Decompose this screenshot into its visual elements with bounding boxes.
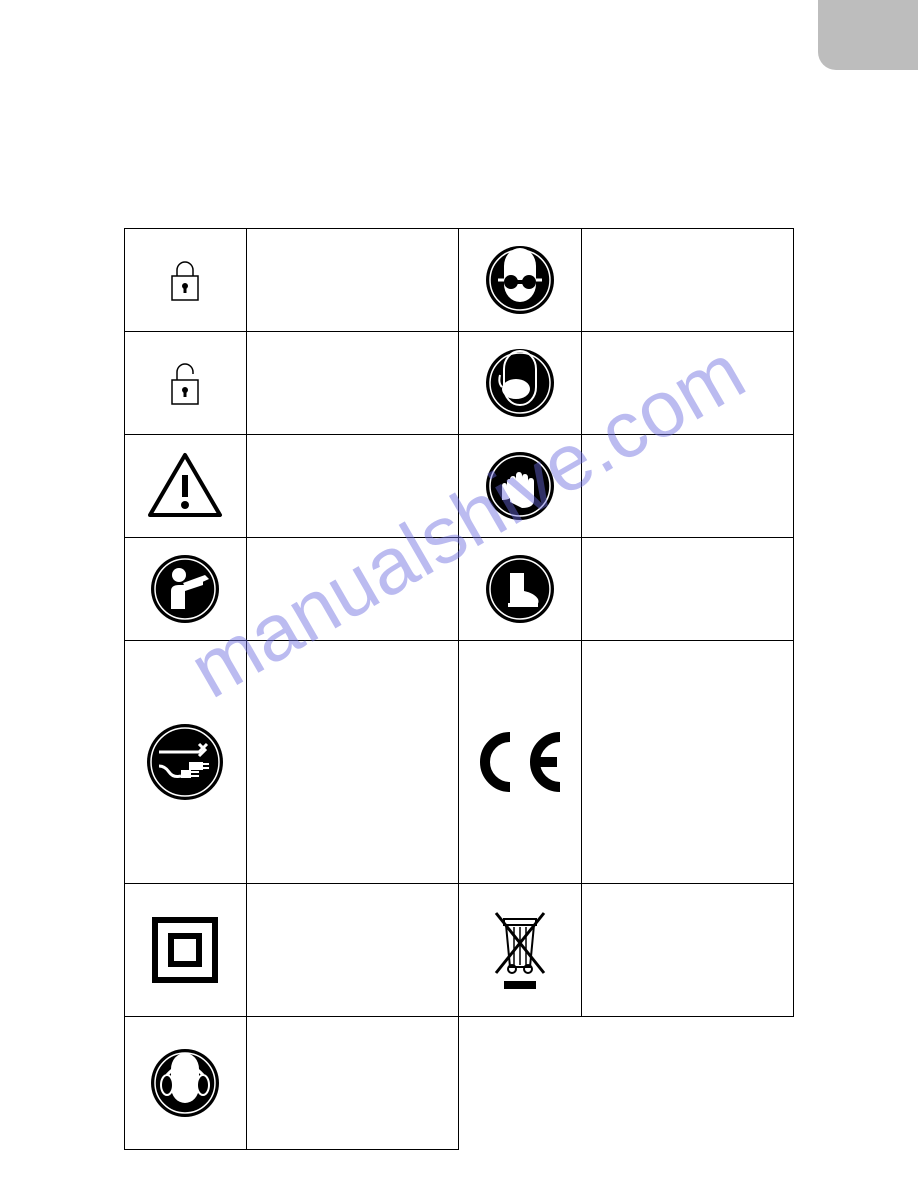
desc-lock-open	[246, 332, 458, 435]
ce-mark-icon	[470, 727, 570, 797]
cell-lock-open	[125, 332, 247, 435]
desc-lock-closed	[246, 229, 458, 332]
desc-dust-mask	[581, 332, 793, 435]
warning-triangle-icon	[146, 451, 224, 521]
cell-lock-closed	[125, 229, 247, 332]
cell-unplug	[125, 641, 247, 884]
desc-hand-protection	[581, 435, 793, 538]
lock-closed-icon	[164, 256, 206, 304]
hand-protection-icon	[484, 450, 556, 522]
weee-bin-icon	[486, 905, 554, 995]
desc-ear-protection	[246, 1017, 458, 1150]
desc-double-insulated	[246, 884, 458, 1017]
desc-unplug	[246, 641, 458, 884]
cell-weee	[459, 884, 581, 1017]
lock-open-icon	[164, 358, 206, 408]
cell-ce-mark	[459, 641, 581, 884]
unplug-icon	[145, 722, 225, 802]
desc-weee	[581, 884, 793, 1017]
read-manual-icon	[149, 553, 221, 625]
desc-ce-mark	[581, 641, 793, 884]
cell-foot-protection	[459, 538, 581, 641]
ear-protection-icon	[149, 1047, 221, 1119]
desc-foot-protection	[581, 538, 793, 641]
safety-symbols-table	[124, 228, 794, 1150]
cell-hand-protection	[459, 435, 581, 538]
cell-double-insulated	[125, 884, 247, 1017]
dust-mask-icon	[484, 347, 556, 419]
cell-eye-protection	[459, 229, 581, 332]
cell-ear-protection	[125, 1017, 247, 1150]
double-insulated-icon	[149, 914, 221, 986]
symbols-grid	[124, 228, 794, 1150]
desc-warning	[246, 435, 458, 538]
empty-cell	[581, 1017, 793, 1150]
page-corner-tab	[818, 0, 918, 70]
cell-read-manual	[125, 538, 247, 641]
eye-protection-icon	[484, 244, 556, 316]
cell-dust-mask	[459, 332, 581, 435]
desc-read-manual	[246, 538, 458, 641]
empty-cell	[459, 1017, 581, 1150]
foot-protection-icon	[484, 553, 556, 625]
cell-warning	[125, 435, 247, 538]
desc-eye-protection	[581, 229, 793, 332]
